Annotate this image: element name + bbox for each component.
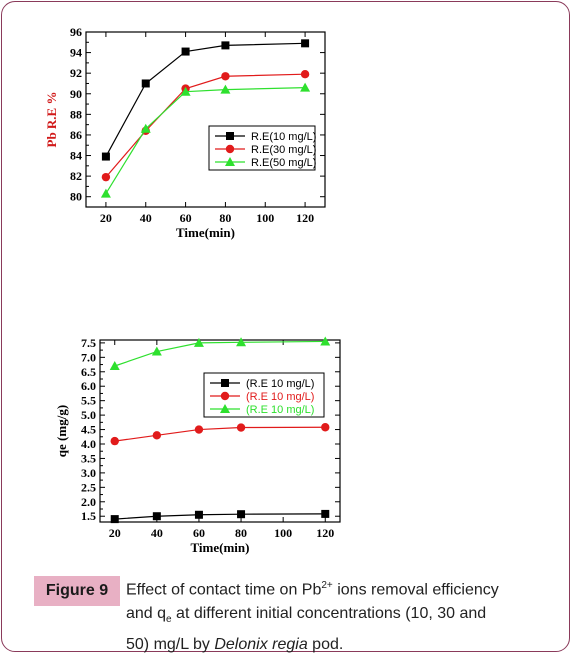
legend-marker (225, 157, 235, 166)
y-tick-label: 7.5 (81, 336, 96, 350)
chart-removal-efficiency: 20 40 60 80 100 120 80 82 84 86 88 90 92 94 96 R.E(10 m… (44, 25, 326, 240)
y-axis-label: qe (mg/g) (54, 405, 69, 457)
legend-marker (220, 391, 230, 401)
y-tick-label: 1.5 (81, 509, 96, 523)
plot-frame (99, 339, 341, 523)
data-point-1-1 (152, 431, 162, 440)
x-tick-label: 20 (100, 211, 112, 225)
x-tick-label: 60 (180, 211, 192, 225)
caption-superscript: 2+ (321, 580, 333, 591)
data-point-0-2 (194, 510, 203, 519)
data-point-0-0 (101, 152, 110, 161)
y-tick-label: 88 (70, 107, 82, 121)
data-point-0-3 (221, 41, 230, 50)
y-tick-label: 2.5 (81, 480, 96, 494)
legend-label-2: R.E(50 mg/L) (251, 157, 316, 169)
data-point-1-4 (300, 70, 310, 79)
legend-marker (225, 144, 235, 154)
y-tick-label: 3.5 (81, 451, 96, 465)
caption-text-3: and q (126, 605, 167, 623)
data-point-2-2 (193, 337, 204, 347)
y-tick-label: 3.0 (81, 466, 96, 480)
y-tick-label: 6.0 (81, 379, 96, 393)
x-tick-label: 120 (296, 211, 314, 225)
caption-text-1: Effect of contact time on Pb (126, 581, 322, 599)
y-tick-label: 86 (70, 128, 82, 142)
data-point-2-3 (236, 337, 247, 347)
caption-subscript: e (166, 614, 172, 626)
plot-frame (85, 31, 326, 208)
y-tick-label: 82 (70, 169, 82, 183)
data-point-1-3 (221, 72, 230, 81)
series-line-2 (114, 340, 326, 367)
data-point-0-3 (237, 510, 246, 519)
data-point-1-3 (236, 423, 246, 432)
y-tick-label: 7.0 (81, 350, 96, 364)
x-tick-label: 100 (274, 526, 292, 540)
data-point-0-2 (181, 47, 190, 56)
y-tick-label: 80 (70, 190, 82, 204)
legend-label-0: (R.E 10 mg/L) (246, 378, 314, 390)
x-tick-label: 80 (219, 211, 231, 225)
figure-caption: Effect of contact time on Pb2+ ions remo… (126, 574, 556, 657)
caption-text-2: ions removal efficiency (332, 581, 499, 599)
data-point-0-4 (301, 39, 310, 48)
caption-text-5: 50) mg/L by (126, 635, 215, 653)
y-axis-label: Pb R.E % (44, 92, 59, 148)
x-axis-label: Time(min) (176, 225, 235, 240)
chart-adsorption-capacity: 20 40 60 80 100 120 1.52.02.53.03.54.04.55.05.… (54, 336, 341, 555)
data-point-1-0 (101, 172, 111, 182)
figure-label: Figure 9 (34, 576, 120, 606)
y-tick-label: 6.5 (81, 365, 96, 379)
data-point-1-0 (110, 436, 119, 446)
y-tick-label: 5.0 (81, 408, 96, 422)
y-tick-label: 92 (70, 66, 82, 80)
legend-marker (221, 379, 229, 387)
x-axis-label: Time(min) (191, 540, 250, 555)
legend-marker (226, 132, 234, 140)
legend-label-2: (R.E 10 mg/L) (246, 404, 314, 416)
data-point-1-4 (321, 423, 330, 432)
y-tick-label: 2.0 (81, 495, 96, 509)
y-tick-label: 4.0 (81, 437, 96, 451)
data-point-2-0 (109, 361, 120, 370)
data-point-2-1 (140, 123, 151, 133)
series-line-0 (114, 513, 326, 520)
data-point-2-2 (180, 86, 191, 96)
x-tick-label: 100 (256, 211, 274, 225)
data-point-2-3 (220, 84, 231, 94)
legend-marker (220, 404, 230, 413)
y-tick-label: 96 (70, 25, 82, 39)
x-tick-label: 80 (235, 526, 247, 540)
caption-species: Delonix regia (214, 635, 308, 653)
caption-text-4: at different initial concentrations (10,… (171, 605, 487, 623)
series-line-1 (114, 426, 326, 442)
x-tick-label: 60 (193, 526, 205, 540)
y-tick-label: 4.5 (81, 423, 96, 437)
data-point-0-0 (110, 515, 119, 524)
caption-text-6: pod. (307, 635, 344, 653)
legend-label-1: (R.E 10 mg/L) (246, 391, 314, 403)
data-point-2-1 (151, 346, 162, 356)
y-tick-label: 84 (70, 149, 82, 163)
data-point-2-4 (300, 82, 311, 92)
data-point-2-0 (100, 188, 111, 198)
data-point-1-2 (194, 425, 204, 434)
data-point-0-4 (321, 509, 330, 518)
data-point-0-1 (152, 512, 161, 521)
y-tick-label: 94 (70, 46, 82, 60)
x-tick-label: 40 (140, 211, 152, 225)
x-tick-label: 40 (151, 526, 163, 540)
x-tick-label: 120 (316, 526, 334, 540)
x-tick-label: 20 (109, 526, 121, 540)
legend-label-1: R.E(30 mg/L) (251, 144, 316, 156)
data-point-2-4 (320, 336, 331, 346)
legend-label-0: R.E(10 mg/L) (251, 131, 316, 143)
data-point-0-1 (141, 79, 150, 88)
y-tick-label: 5.5 (81, 394, 96, 408)
y-tick-label: 90 (70, 87, 82, 101)
